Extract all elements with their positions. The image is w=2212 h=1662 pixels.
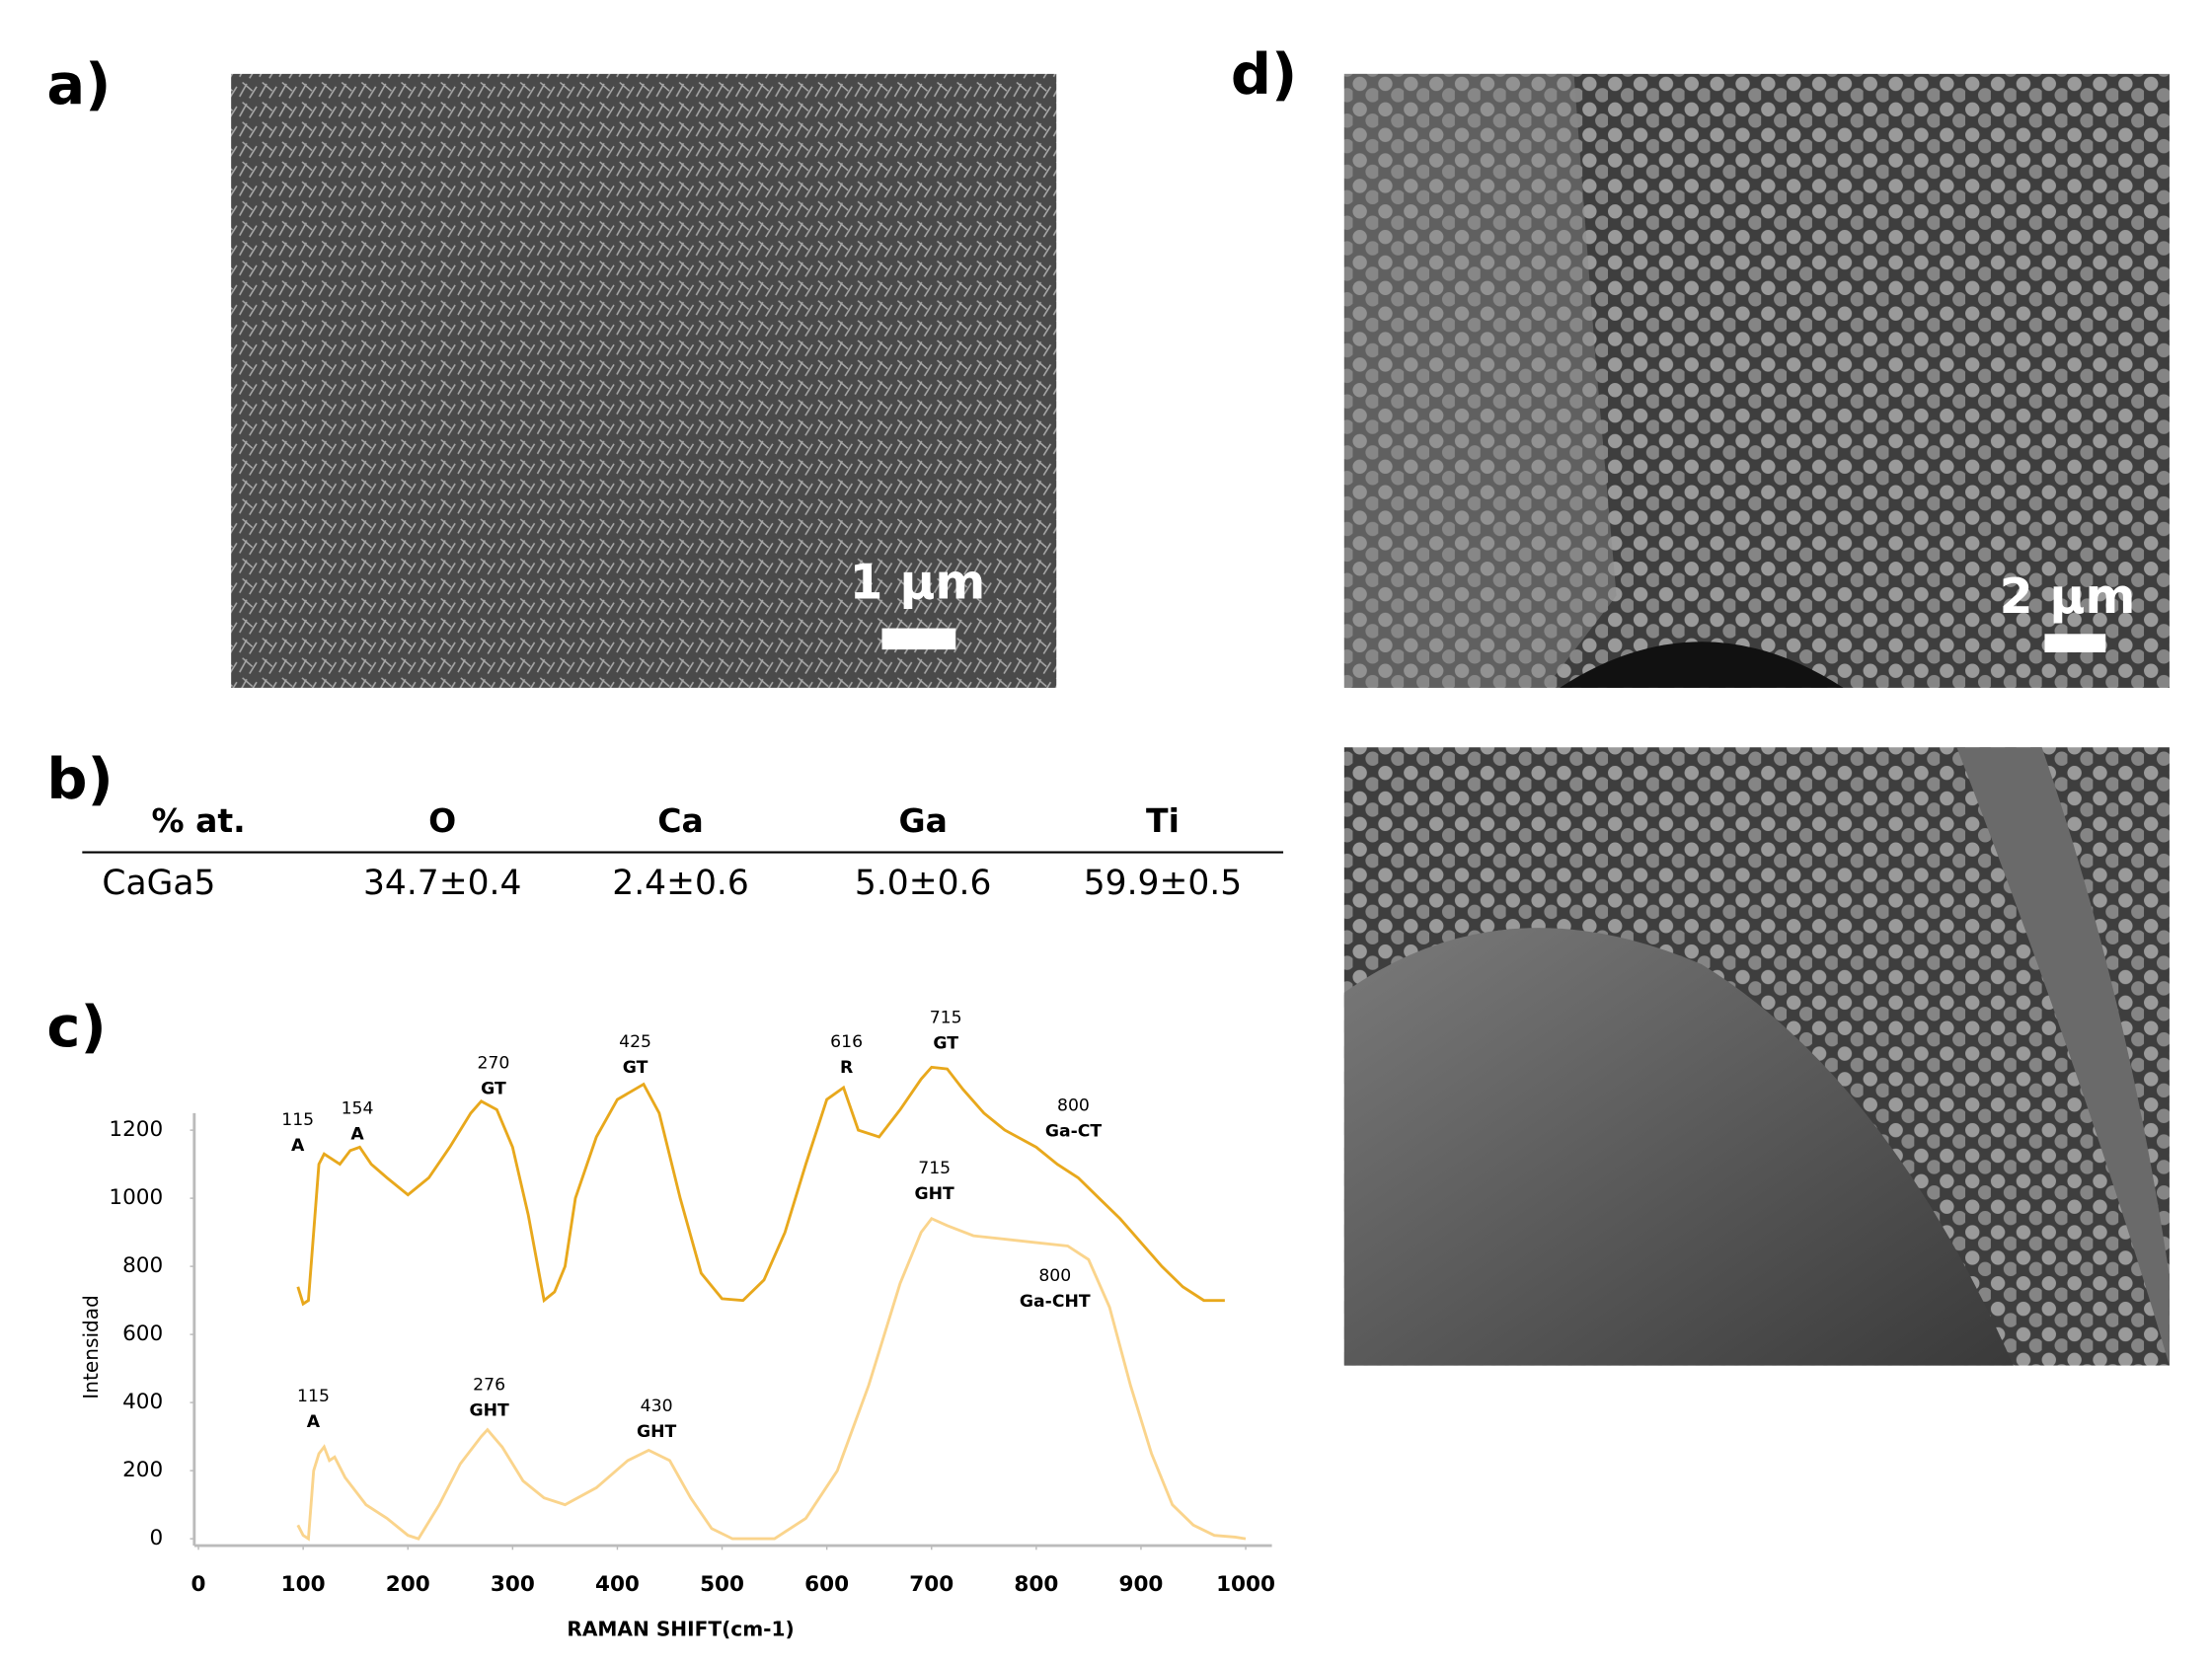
annotation-number: 800 xyxy=(1038,1266,1071,1286)
x-tick-label: 700 xyxy=(909,1572,953,1597)
table-cell: 59.9±0.5 xyxy=(1084,864,1242,903)
y-tick-label: 1200 xyxy=(109,1117,163,1142)
annotation-label: A xyxy=(291,1136,305,1156)
annotation-number: 115 xyxy=(297,1387,330,1406)
sem-image: 1 µm xyxy=(231,73,1057,688)
x-axis-title: RAMAN SHIFT(cm-1) xyxy=(567,1618,794,1641)
annotation-number: 270 xyxy=(477,1054,509,1074)
x-tick-label: 600 xyxy=(804,1572,849,1597)
annotation-number: 800 xyxy=(1057,1096,1090,1116)
x-tick-label: 400 xyxy=(595,1572,640,1597)
table-header: Ca xyxy=(657,801,704,840)
table-header: Ga xyxy=(898,801,947,840)
annotation-label: GT xyxy=(933,1033,958,1053)
annotation-label: A xyxy=(307,1412,321,1432)
x-tick-label: 100 xyxy=(281,1572,326,1597)
y-tick-label: 400 xyxy=(122,1390,163,1414)
y-tick-label: 0 xyxy=(149,1526,163,1550)
table-header: O xyxy=(428,801,456,840)
scale-bar-label: 1 µm xyxy=(850,554,986,610)
panel-label: d) xyxy=(1231,41,1297,108)
y-tick-label: 800 xyxy=(122,1253,163,1278)
annotation-label: GT xyxy=(481,1079,506,1098)
x-tick-label: 900 xyxy=(1118,1572,1163,1597)
y-tick-label: 200 xyxy=(122,1458,163,1482)
panel-label: b) xyxy=(46,746,113,812)
annotation-label: GT xyxy=(623,1058,648,1078)
x-tick-label: 0 xyxy=(191,1572,206,1597)
sem-image: 2 µm xyxy=(1343,73,2170,688)
table-cell: 5.0±0.6 xyxy=(855,864,992,903)
annotation-label: GHT xyxy=(469,1401,509,1421)
annotation-label: A xyxy=(350,1124,364,1144)
table-header: % at. xyxy=(151,801,245,840)
sem-image xyxy=(1343,747,2170,1366)
annotation-number: 715 xyxy=(930,1009,962,1028)
annotation-number: 430 xyxy=(641,1397,673,1416)
y-tick-label: 600 xyxy=(122,1322,163,1346)
line-series xyxy=(296,1216,1247,1542)
annotation-label: Ga-CT xyxy=(1045,1122,1103,1142)
x-tick-label: 800 xyxy=(1014,1572,1058,1597)
x-tick-label: 1000 xyxy=(1216,1572,1275,1597)
scale-bar-label: 2 µm xyxy=(2000,568,2136,625)
x-tick-label: 300 xyxy=(491,1572,535,1597)
annotation-label: GHT xyxy=(637,1422,677,1442)
y-tick-label: 1000 xyxy=(109,1185,163,1210)
annotation-number: 276 xyxy=(473,1376,505,1396)
table-header: Ti xyxy=(1146,801,1180,840)
table-cell: 34.7±0.4 xyxy=(363,864,521,903)
annotation-number: 154 xyxy=(342,1099,374,1119)
annotation-label: GHT xyxy=(915,1184,955,1204)
line-series xyxy=(296,1065,1225,1307)
annotation-number: 425 xyxy=(619,1032,651,1052)
annotation-label: R xyxy=(840,1058,853,1078)
panel-label: c) xyxy=(46,994,106,1060)
panel-label: a) xyxy=(46,51,111,117)
x-tick-label: 500 xyxy=(700,1572,744,1597)
table-cell: 2.4±0.6 xyxy=(612,864,749,903)
y-axis-title: Intensidad xyxy=(79,1295,103,1399)
x-tick-label: 200 xyxy=(386,1572,430,1597)
annotation-number: 616 xyxy=(830,1032,863,1052)
annotation-label: Ga-CHT xyxy=(1020,1292,1091,1312)
annotation-number: 715 xyxy=(918,1159,951,1178)
annotation-number: 115 xyxy=(281,1110,314,1130)
table-cell: CaGa5 xyxy=(102,864,215,903)
